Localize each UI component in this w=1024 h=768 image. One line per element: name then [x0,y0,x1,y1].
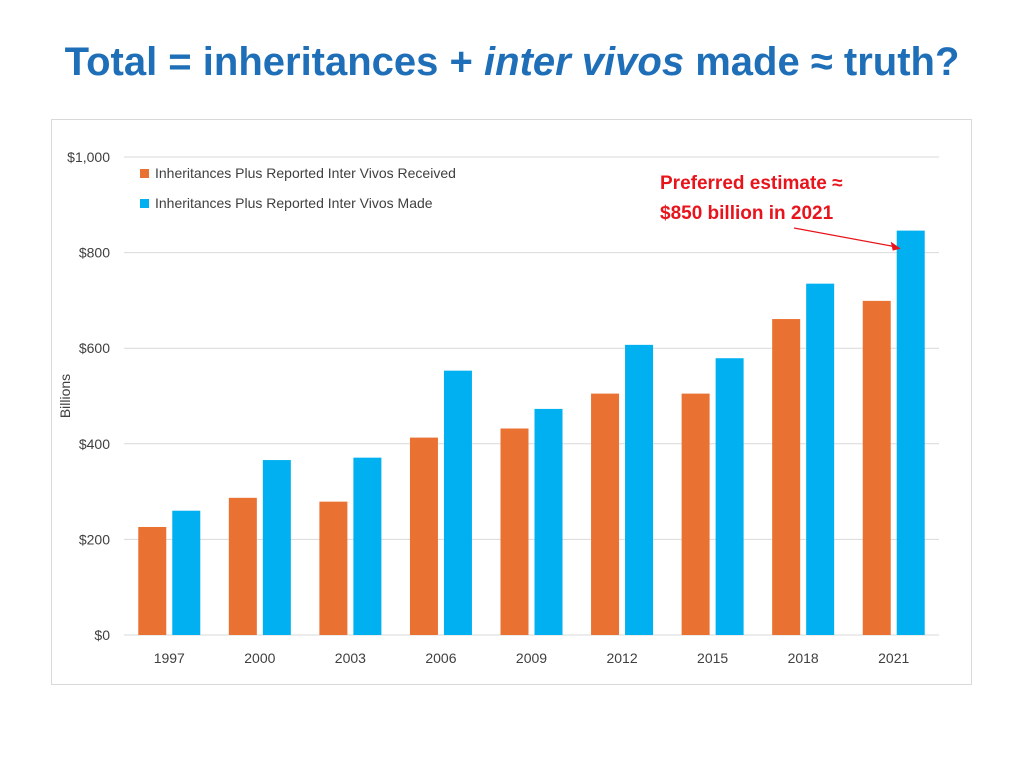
bar-made [172,510,201,635]
y-tick-label: $200 [79,531,110,547]
x-tick-label: 2012 [606,650,637,666]
y-tick-label: $0 [94,627,110,643]
bar-made [262,460,291,635]
annotation-arrow [793,227,895,248]
x-tick-label: 2003 [335,650,366,666]
y-tick-label: $600 [79,340,110,356]
x-tick-label: 2021 [878,650,909,666]
x-tick-label: 2000 [244,650,275,666]
bar-received [409,437,438,635]
bar-made [806,283,835,635]
x-tick-label: 1997 [154,650,185,666]
bar-received [862,300,891,635]
y-axis-label: Billions [57,374,73,418]
bar-made [715,358,744,635]
x-tick-label: 2018 [788,650,819,666]
bar-made [353,457,382,635]
legend-label: Inheritances Plus Reported Inter Vivos R… [155,165,456,181]
bar-received [591,393,620,635]
bar-received [319,501,348,635]
y-tick-label: $1,000 [67,149,110,165]
legend-swatch [140,199,149,208]
x-tick-label: 2015 [697,650,728,666]
y-tick-label: $400 [79,436,110,452]
x-tick-label: 2006 [425,650,456,666]
legend-label: Inheritances Plus Reported Inter Vivos M… [155,195,433,211]
chart-frame: $0 $200 $400 $600 $800 $1,000 Billions 1997 2000… [51,119,972,685]
bar-received [500,428,529,635]
bar-made [534,408,563,635]
bar-made [625,344,654,635]
title-part-2-italic: inter vivos [484,40,685,84]
bar-received [228,497,257,635]
bar-received [138,526,167,635]
bar-chart: $0 $200 $400 $600 $800 $1,000 Billions 1997 2000… [57,149,939,666]
annotation-line-2: $850 billion in 2021 [660,203,834,224]
y-tick-label: $800 [79,245,110,261]
annotation-arrowhead [890,241,901,251]
slide-title: Total = inheritances + inter vivos made … [0,40,1024,85]
bar-made [896,230,925,635]
annotation-line-1: Preferred estimate ≈ [660,173,843,194]
legend-swatch [140,169,149,178]
x-tick-label: 2009 [516,650,547,666]
title-part-1: Total = inheritances + [64,40,485,84]
bar-received [772,319,801,635]
title-part-3: made ≈ truth? [684,40,960,84]
bar-made [443,370,472,635]
bar-received [681,393,710,635]
